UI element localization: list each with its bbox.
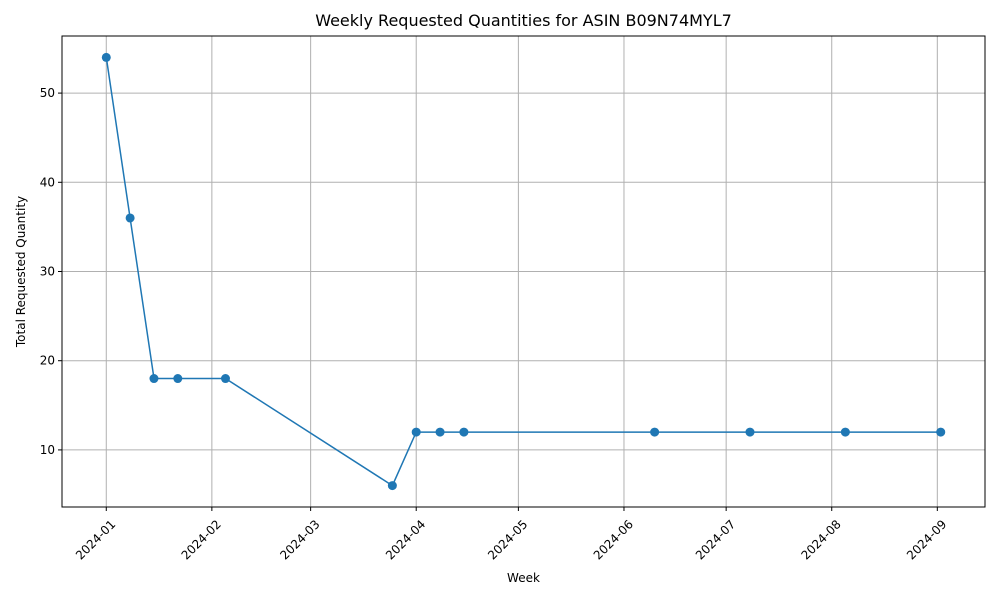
x-tick-label: 2024-02: [179, 517, 224, 562]
data-point: [173, 374, 183, 384]
x-tick-label: 2024-06: [591, 517, 636, 562]
data-point: [220, 374, 230, 384]
x-tick-label: 2024-08: [798, 517, 843, 562]
series-layer: [101, 52, 946, 491]
chart-title: Weekly Requested Quantities for ASIN B09…: [315, 11, 732, 30]
x-tick-label: 2024-07: [693, 517, 738, 562]
data-point: [435, 427, 445, 437]
x-axis: 2024-01 2024-02 2024-03 2024-04 2024-05 2024-…: [73, 507, 949, 563]
data-point: [125, 213, 135, 223]
y-axis-label: Total Requested Quantity: [14, 196, 28, 348]
y-tick-label: 10: [40, 443, 55, 457]
y-tick-label: 40: [40, 175, 55, 189]
x-tick-label: 2024-04: [383, 517, 428, 562]
data-point: [411, 427, 421, 437]
x-tick-label: 2024-01: [73, 517, 118, 562]
y-tick-label: 30: [40, 265, 55, 279]
y-tick-label: 20: [40, 354, 55, 368]
data-point: [650, 427, 660, 437]
y-tick-label: 50: [40, 86, 55, 100]
data-point: [459, 427, 469, 437]
x-tick-label: 2024-05: [485, 517, 530, 562]
data-point: [101, 52, 111, 62]
x-tick-label: 2024-03: [277, 517, 322, 562]
data-point: [387, 481, 397, 491]
x-axis-label: Week: [507, 571, 540, 585]
data-point: [936, 427, 946, 437]
x-tick-label: 2024-09: [904, 517, 949, 562]
grid: [62, 36, 985, 507]
data-point: [840, 427, 850, 437]
data-point: [149, 374, 159, 384]
y-axis: 10 20 30 40 50: [40, 86, 62, 457]
data-point: [745, 427, 755, 437]
